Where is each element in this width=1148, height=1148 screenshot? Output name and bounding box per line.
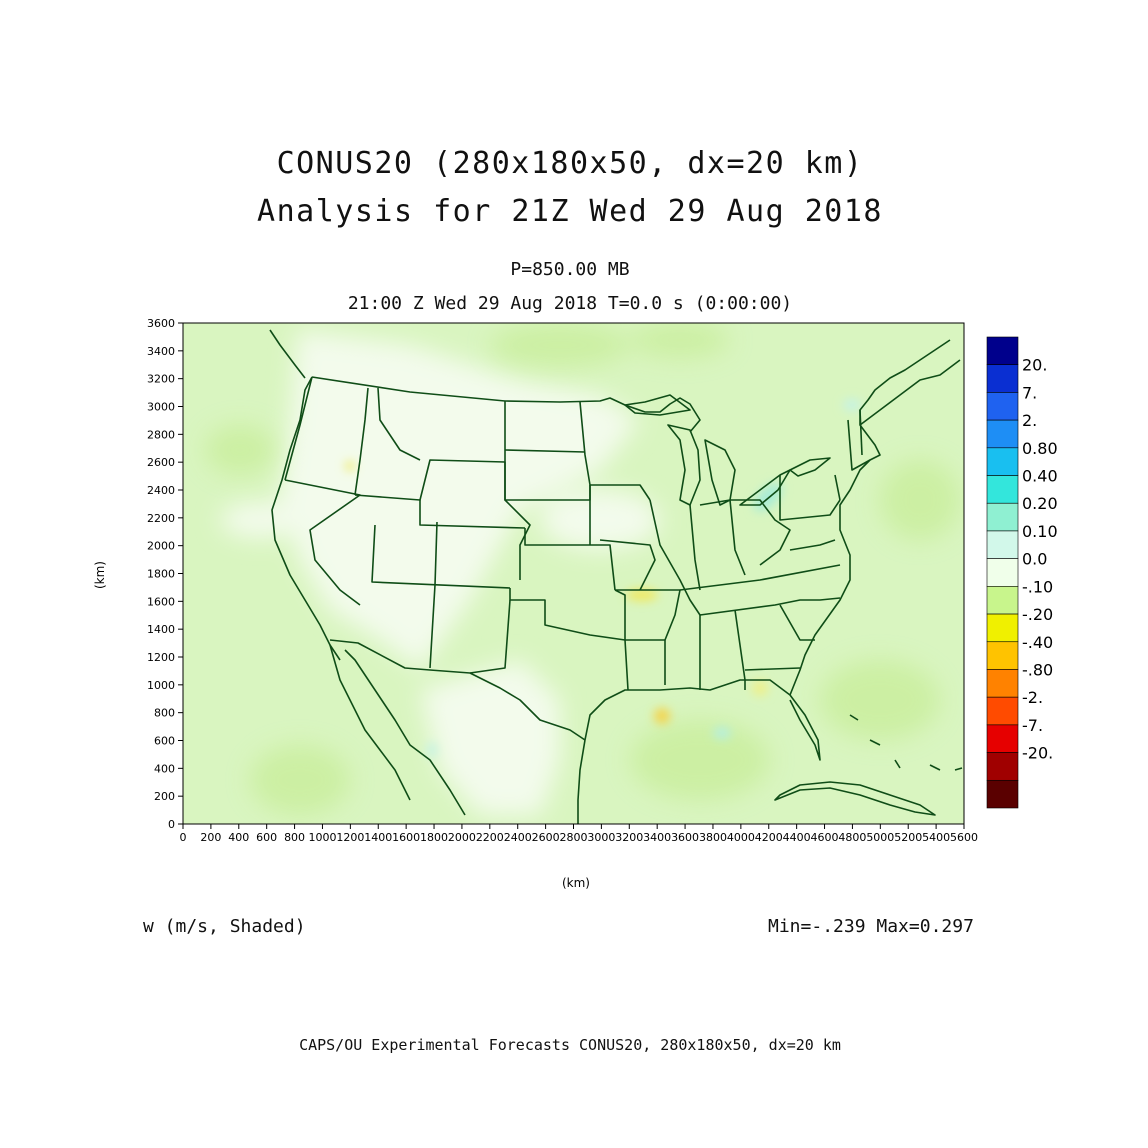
colorbar-label: 20. (1022, 356, 1047, 375)
x-axis-label: (km) (562, 876, 590, 890)
x-tick-label: 2000 (448, 831, 476, 844)
colorbar-swatch (986, 752, 1019, 781)
x-tick-label: 1400 (364, 831, 392, 844)
colorbar-label: 0.0 (1022, 550, 1047, 569)
colorbar-swatch (986, 502, 1019, 532)
x-tick-label: 3600 (671, 831, 699, 844)
x-tick-label: 2400 (504, 831, 532, 844)
colorbar-swatch (986, 475, 1019, 504)
x-tick-label: 3000 (587, 831, 615, 844)
x-tick-label: 1800 (420, 831, 448, 844)
y-tick-label: 3000 (147, 401, 175, 414)
colorbar-swatch (986, 779, 1019, 809)
x-tick-label: 3200 (615, 831, 643, 844)
y-tick-label: 2200 (147, 512, 175, 525)
y-tick-label: 1800 (147, 568, 175, 581)
x-tick-label: 5000 (866, 831, 894, 844)
x-tick-label: 4200 (755, 831, 783, 844)
y-tick-label: 2000 (147, 540, 175, 553)
colorbar-swatch (986, 724, 1019, 753)
y-tick-label: 3600 (147, 317, 175, 330)
min-label-prefix: Min= (768, 916, 812, 937)
colorbar-label: -20. (1022, 744, 1053, 763)
colorbar-swatch (986, 696, 1019, 726)
max-value: 0.297 (919, 916, 974, 937)
x-tick-label: 4400 (783, 831, 811, 844)
y-tick-label: 1000 (147, 679, 175, 692)
y-tick-label: 400 (154, 762, 175, 775)
colorbar-label: 0.80 (1022, 439, 1058, 458)
x-tick-label: 400 (228, 831, 249, 844)
colorbar-label: -.10 (1022, 577, 1053, 596)
colorbar-swatch (986, 530, 1019, 559)
min-max-label: Min=-.239 Max=0.297 (768, 916, 974, 937)
x-tick-label: 5600 (950, 831, 978, 844)
y-tick-label: 1600 (147, 595, 175, 608)
valid-time-label: 21:00 Z Wed 29 Aug 2018 T=0.0 s (0:00:00… (347, 293, 793, 314)
colorbar-label: -.80 (1022, 660, 1053, 679)
axes: 0 200 400 600 800 1000 1200 1400 1600 1800 2000 220… (147, 317, 978, 844)
x-tick-label: 600 (256, 831, 277, 844)
y-tick-label: 1400 (147, 623, 175, 636)
map-boundaries (269, 329, 963, 824)
colorbar-label: 2. (1022, 411, 1037, 430)
x-tick-label: 1000 (308, 831, 336, 844)
colorbar-label: 0.20 (1022, 494, 1058, 513)
x-tick-label: 200 (200, 831, 221, 844)
y-tick-label: 200 (154, 790, 175, 803)
min-value: -.239 (811, 916, 866, 937)
plot-subtitle: Analysis for 21Z Wed 29 Aug 2018 (257, 194, 883, 229)
x-tick-label: 800 (284, 831, 305, 844)
y-tick-label: 3400 (147, 345, 175, 358)
colorbar-swatch (986, 392, 1019, 421)
x-tick-label: 2800 (560, 831, 588, 844)
colorbar-swatch (986, 336, 1019, 366)
y-tick-label: 1200 (147, 651, 175, 664)
x-tick-label: 4600 (811, 831, 839, 844)
x-tick-label: 2200 (476, 831, 504, 844)
shaded-field (183, 323, 964, 824)
colorbar-swatch (986, 613, 1019, 643)
footer-credit: CAPS/OU Experimental Forecasts CONUS20, … (299, 1036, 841, 1054)
y-tick-label: 600 (154, 735, 175, 748)
colorbar-swatch (986, 364, 1019, 393)
colorbar-label: 7. (1022, 383, 1037, 402)
y-tick-label: 2600 (147, 456, 175, 469)
colorbar-label: 0.10 (1022, 522, 1058, 541)
colorbar-swatch (986, 586, 1019, 615)
y-tick-label: 2400 (147, 484, 175, 497)
y-axis-label: (km) (93, 561, 107, 589)
colorbar-swatch (986, 447, 1019, 476)
y-tick-label: 2800 (147, 428, 175, 441)
x-tick-label: 1200 (336, 831, 364, 844)
x-tick-label: 0 (180, 831, 187, 844)
colorbar-swatch (986, 669, 1019, 698)
plot-title: CONUS20 (280x180x50, dx=20 km) (276, 146, 864, 181)
x-tick-label: 1600 (392, 831, 420, 844)
x-tick-label: 4800 (838, 831, 866, 844)
x-tick-label: 3400 (643, 831, 671, 844)
colorbar-label: 0.40 (1022, 467, 1058, 486)
colorbar: 20. 7. 2. 0.80 0.40 0.20 0.10 0.0 -.10 -.20 -.40 -.… (986, 336, 1058, 809)
x-tick-label: 5200 (894, 831, 922, 844)
colorbar-label: -.40 (1022, 633, 1053, 652)
colorbar-swatch (986, 558, 1019, 587)
x-tick-label: 5400 (922, 831, 950, 844)
colorbar-swatch (986, 641, 1019, 670)
x-tick-label: 3800 (699, 831, 727, 844)
x-tick-label: 4000 (727, 831, 755, 844)
y-tick-label: 0 (168, 818, 175, 831)
colorbar-label: -7. (1022, 716, 1043, 735)
max-label-prefix: Max= (865, 916, 920, 937)
pressure-level-label: P=850.00 MB (510, 259, 630, 280)
y-tick-label: 3200 (147, 373, 175, 386)
variable-label: w (m/s, Shaded) (143, 916, 306, 937)
y-tick-label: 800 (154, 707, 175, 720)
x-tick-label: 2600 (532, 831, 560, 844)
colorbar-label: -.20 (1022, 605, 1053, 624)
colorbar-swatch (986, 419, 1019, 449)
colorbar-label: -2. (1022, 688, 1043, 707)
